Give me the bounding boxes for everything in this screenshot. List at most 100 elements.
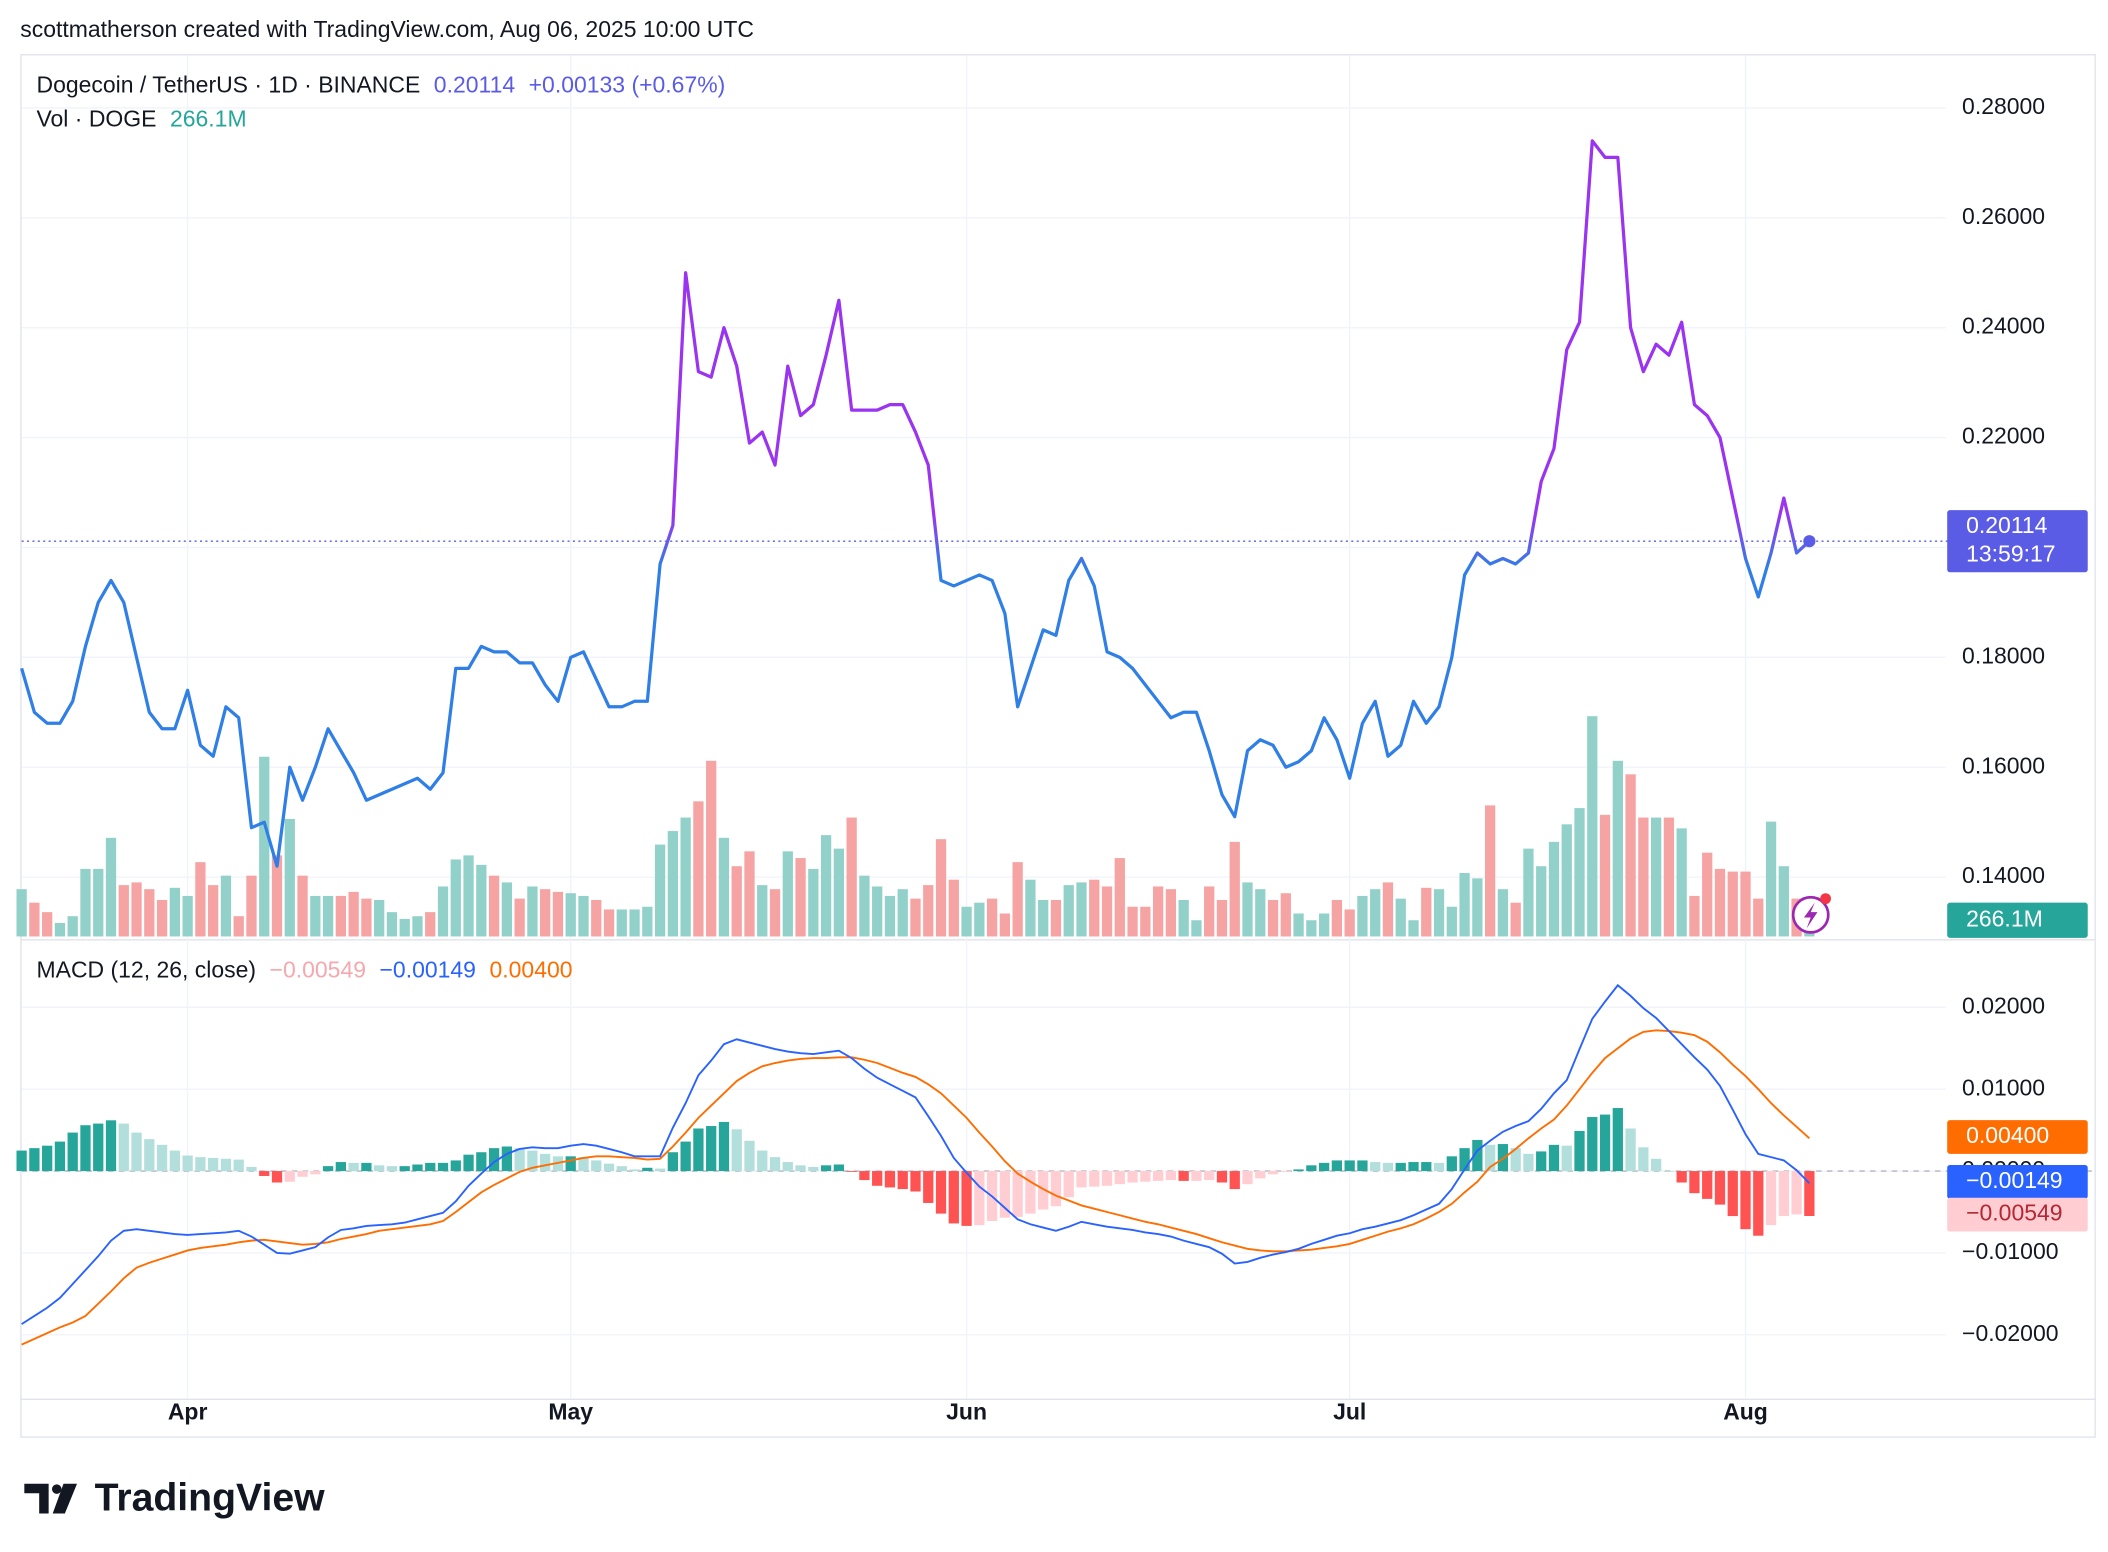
histogram-bar — [1740, 1171, 1751, 1230]
histogram-bar — [1318, 1162, 1330, 1172]
histogram-bar — [1165, 1171, 1177, 1181]
volume-badge-text: 266.1M — [1966, 905, 2043, 931]
volume-bar — [1280, 893, 1291, 937]
volume-bar — [565, 893, 576, 937]
logo-mark — [24, 1483, 49, 1514]
volume-bar — [820, 835, 832, 937]
volume-bar — [654, 844, 666, 937]
volume-bar — [1650, 817, 1662, 937]
volume-bar — [1753, 898, 1764, 937]
histogram-bar — [374, 1165, 385, 1172]
histogram-bar — [1433, 1162, 1445, 1172]
histogram-bar — [923, 1171, 934, 1203]
histogram-bar — [629, 1169, 640, 1172]
frame — [20, 54, 2096, 1438]
histogram-bar — [808, 1166, 819, 1172]
histogram-bar — [565, 1156, 576, 1172]
histogram-bar — [1382, 1162, 1394, 1172]
volume-bar — [910, 898, 921, 937]
histogram-bar — [131, 1132, 142, 1172]
volume-bar — [297, 875, 308, 937]
histogram-bar — [1229, 1171, 1240, 1190]
histogram-bar — [948, 1171, 959, 1224]
volume-bar — [463, 855, 474, 937]
y-tick-label: 0.01000 — [1962, 1074, 2045, 1100]
histogram-bar — [1523, 1153, 1534, 1172]
volume-bar — [1395, 898, 1406, 937]
volume-bar — [1765, 821, 1777, 937]
histogram-bar — [1101, 1171, 1113, 1186]
histogram-bar — [1714, 1171, 1726, 1205]
volume-bar — [999, 913, 1011, 937]
volume-bar — [488, 875, 500, 937]
histogram-bar — [182, 1155, 193, 1172]
volume-bar — [706, 760, 717, 937]
histogram-bar — [412, 1164, 423, 1172]
histogram-bar — [271, 1171, 283, 1183]
volume-bar — [961, 906, 972, 937]
histogram-bar — [1293, 1169, 1304, 1172]
volume-bar — [1510, 902, 1521, 937]
histogram-bar — [93, 1123, 104, 1172]
volume-bar — [1152, 886, 1164, 937]
volume-bar — [1714, 868, 1726, 937]
volume-bar — [1587, 716, 1598, 937]
volume-bar — [208, 885, 219, 937]
histogram-bar — [897, 1171, 908, 1190]
volume-bar — [540, 889, 551, 937]
volume-bar — [16, 889, 27, 937]
volume-bar — [335, 895, 346, 937]
y-tick-label: 0.28000 — [1962, 93, 2045, 119]
histogram-bar — [361, 1162, 372, 1172]
histogram-bar — [884, 1171, 896, 1188]
volume-bar — [1740, 871, 1751, 937]
histogram-bar — [795, 1165, 806, 1172]
volume-bar — [1599, 814, 1611, 937]
volume-bar — [1382, 882, 1394, 937]
histogram-bar — [322, 1166, 334, 1172]
y-tick-label: −0.02000 — [1962, 1320, 2058, 1346]
histogram-bar — [667, 1152, 679, 1172]
histogram-bar — [233, 1159, 244, 1172]
histogram-bar — [208, 1157, 219, 1172]
volume-bar — [144, 889, 155, 937]
plot: Apr May Jun Jul Aug 0.14000 0.16000 0.18000 0.20… — [16, 55, 2095, 1425]
volume-bar — [437, 886, 449, 937]
histogram-bar — [616, 1166, 627, 1172]
histogram-bar — [16, 1150, 27, 1172]
histogram-badge-text: −0.00549 — [1966, 1200, 2062, 1226]
brand-logo: TradingView — [24, 1476, 325, 1519]
volume-bar — [744, 851, 755, 937]
volume-bar — [680, 817, 691, 937]
histogram-bar — [1012, 1171, 1023, 1217]
volume-bar — [591, 899, 602, 937]
volume-bar — [1114, 858, 1125, 937]
histogram-bar — [1689, 1171, 1700, 1194]
volume-bar — [1472, 878, 1483, 937]
histogram-bar — [1587, 1117, 1598, 1172]
volume-bar — [1727, 871, 1738, 937]
histogram-bar — [1395, 1162, 1406, 1172]
histogram-bar — [105, 1120, 117, 1172]
histogram-bar — [974, 1171, 985, 1226]
volume-bar — [246, 875, 257, 937]
volume-bar — [1255, 889, 1266, 937]
histogram-bar — [284, 1171, 295, 1182]
histogram-bar — [872, 1171, 883, 1186]
volume-bar — [1523, 848, 1534, 937]
histogram-bar — [259, 1171, 270, 1176]
volume-bar — [195, 862, 206, 937]
histogram-bar — [1561, 1145, 1572, 1172]
price-change: +0.00133 (+0.67%) — [529, 72, 726, 98]
histogram-bar — [297, 1171, 308, 1177]
volume-bar — [29, 902, 40, 937]
histogram-bar — [1804, 1171, 1815, 1216]
histogram-bar — [1255, 1171, 1266, 1179]
volume-bar — [1178, 899, 1189, 937]
y-tick-label: 0.14000 — [1962, 862, 2045, 888]
histogram-bar — [1778, 1171, 1789, 1217]
volume-bar — [1191, 920, 1202, 937]
volume-bar — [399, 918, 410, 937]
histogram-bar — [1753, 1171, 1764, 1236]
histogram-bar — [1127, 1171, 1138, 1183]
